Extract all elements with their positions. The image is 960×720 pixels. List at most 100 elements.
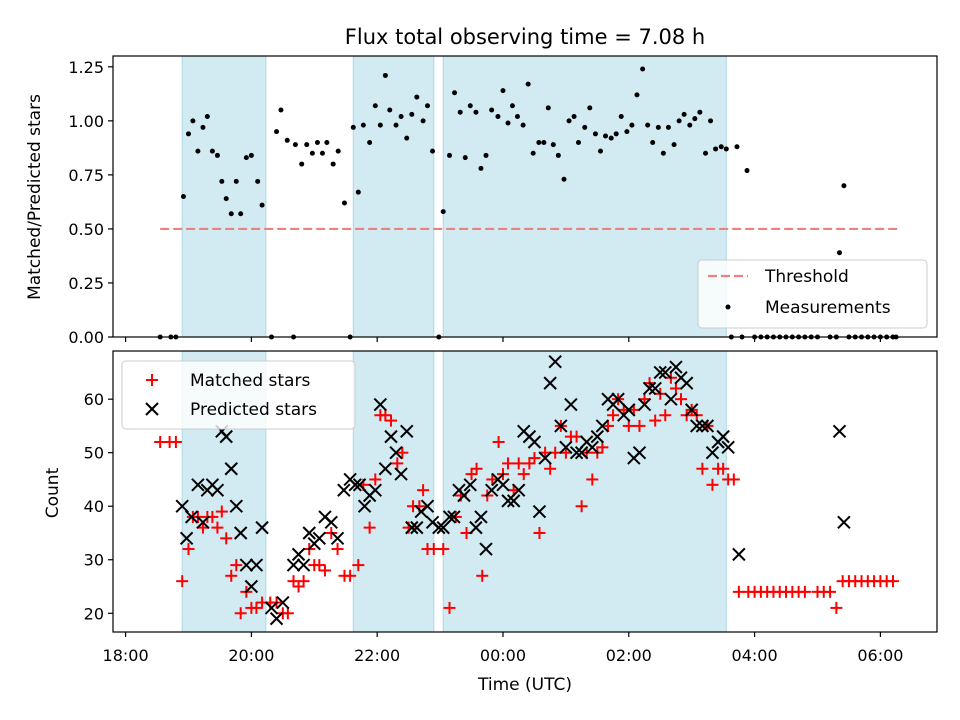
bottom-legend: Matched stars Predicted stars: [121, 360, 356, 430]
matched-star-point: [476, 569, 489, 582]
x-stroke-2: [648, 381, 662, 396]
x-axis-label: Time (UTC): [477, 675, 572, 695]
measurement-point: [409, 111, 415, 117]
predicted-star-point: [595, 419, 610, 433]
measurement-point: [462, 155, 468, 161]
matched-star-point: [528, 452, 541, 465]
measurement-point: [185, 131, 191, 137]
measurement-point: [613, 131, 619, 137]
predicted-star-point: [196, 515, 210, 529]
predicted-star-point: [637, 397, 652, 412]
x-stroke-2: [695, 419, 710, 433]
x-stroke-2: [269, 611, 284, 626]
predicted-star-point: [463, 478, 477, 492]
bottom-legend-box: [121, 360, 356, 430]
predicted-star-point: [837, 515, 851, 529]
x-stroke-2: [595, 419, 610, 433]
measurement-point: [360, 122, 366, 128]
x-stroke-2: [264, 601, 279, 615]
matched-star-point: [449, 510, 462, 523]
x-stroke-2: [469, 520, 483, 535]
top-observing-window: [352, 55, 435, 338]
x-stroke-2: [378, 462, 393, 476]
x-stroke-2: [501, 494, 515, 508]
x-stroke-2: [611, 392, 625, 406]
predicted-star-point: [690, 419, 704, 433]
predicted-star-point: [389, 445, 403, 460]
measurement-point: [457, 109, 463, 115]
predicted-star-point: [732, 547, 746, 562]
measurement-point: [495, 114, 501, 120]
predicted-star-point: [622, 403, 636, 417]
predicted-star-point: [585, 440, 600, 455]
matched-star-point: [517, 468, 530, 481]
predicted-star-point: [716, 429, 730, 444]
measurement-point: [603, 133, 609, 139]
matched-star-point: [523, 457, 536, 470]
measurement-point: [650, 139, 656, 145]
x-stroke-2: [548, 354, 562, 369]
legend-predicted-swatch: [145, 402, 159, 416]
matched-star-point: [369, 473, 382, 486]
predicted-star-point: [474, 510, 488, 524]
measurement-point: [483, 152, 489, 158]
predicted-star-point: [564, 397, 578, 412]
predicted-star-point: [179, 531, 194, 546]
x-stroke-2: [590, 429, 605, 444]
matched-star-point: [470, 462, 483, 475]
matched-star-point: [396, 446, 409, 459]
matched-star-point: [544, 462, 557, 475]
matched-star-point: [169, 435, 182, 448]
measurement-point: [447, 152, 453, 158]
measurement-point: [377, 122, 383, 128]
matched-star-point: [824, 585, 837, 598]
measurement-point: [634, 92, 640, 98]
measurement-point: [425, 103, 431, 109]
top-legend: Threshold Measurements: [697, 259, 928, 329]
x-stroke-2: [585, 440, 600, 455]
matched-star-point: [607, 409, 620, 422]
matched-star-point: [220, 532, 233, 545]
x-stroke-2: [637, 397, 652, 412]
predicted-star-point: [244, 579, 259, 594]
x-stroke-2: [669, 360, 683, 374]
measurement-point: [420, 118, 426, 124]
matched-star-point: [379, 409, 392, 422]
matched-star-point: [230, 559, 243, 572]
measurement-point: [718, 144, 724, 150]
measurement-point: [255, 178, 261, 184]
x-stroke-2: [352, 478, 367, 492]
measurement-point: [350, 124, 356, 130]
predicted-star-point: [669, 360, 683, 374]
measurement-point: [640, 66, 646, 72]
predicted-star-point: [233, 526, 248, 540]
predicted-star-point: [436, 520, 450, 535]
x-tick-label: 02:00: [606, 646, 652, 665]
x-stroke-2: [653, 365, 667, 380]
measurement-point: [190, 118, 196, 124]
predicted-star-point: [337, 483, 351, 497]
x-stroke-2: [373, 397, 388, 412]
measurement-point: [355, 189, 361, 195]
predicted-star-point: [442, 510, 457, 524]
top-observing-window: [442, 55, 727, 338]
legend-measurements-label: Measurements: [765, 298, 891, 318]
x-stroke-2: [249, 558, 264, 572]
legend-predicted-label: Predicted stars: [190, 400, 317, 420]
top-y-tick-label: 1.00: [68, 112, 104, 131]
measurement-point: [525, 81, 531, 87]
measurement-point: [713, 146, 719, 152]
bottom-y-tick-label: 20: [84, 604, 104, 623]
predicted-star-point: [695, 419, 710, 433]
measurement-point: [618, 114, 624, 120]
matched-star-point: [649, 414, 662, 427]
matched-star-point: [602, 419, 615, 432]
x-stroke-2: [569, 445, 584, 460]
measurement-point: [541, 139, 547, 145]
matched-star-point: [176, 575, 189, 588]
measurement-point: [697, 109, 703, 115]
predicted-star-point: [291, 547, 306, 562]
x-stroke-2: [384, 429, 398, 444]
matched-star-point: [215, 505, 228, 518]
measurement-point: [228, 211, 234, 217]
